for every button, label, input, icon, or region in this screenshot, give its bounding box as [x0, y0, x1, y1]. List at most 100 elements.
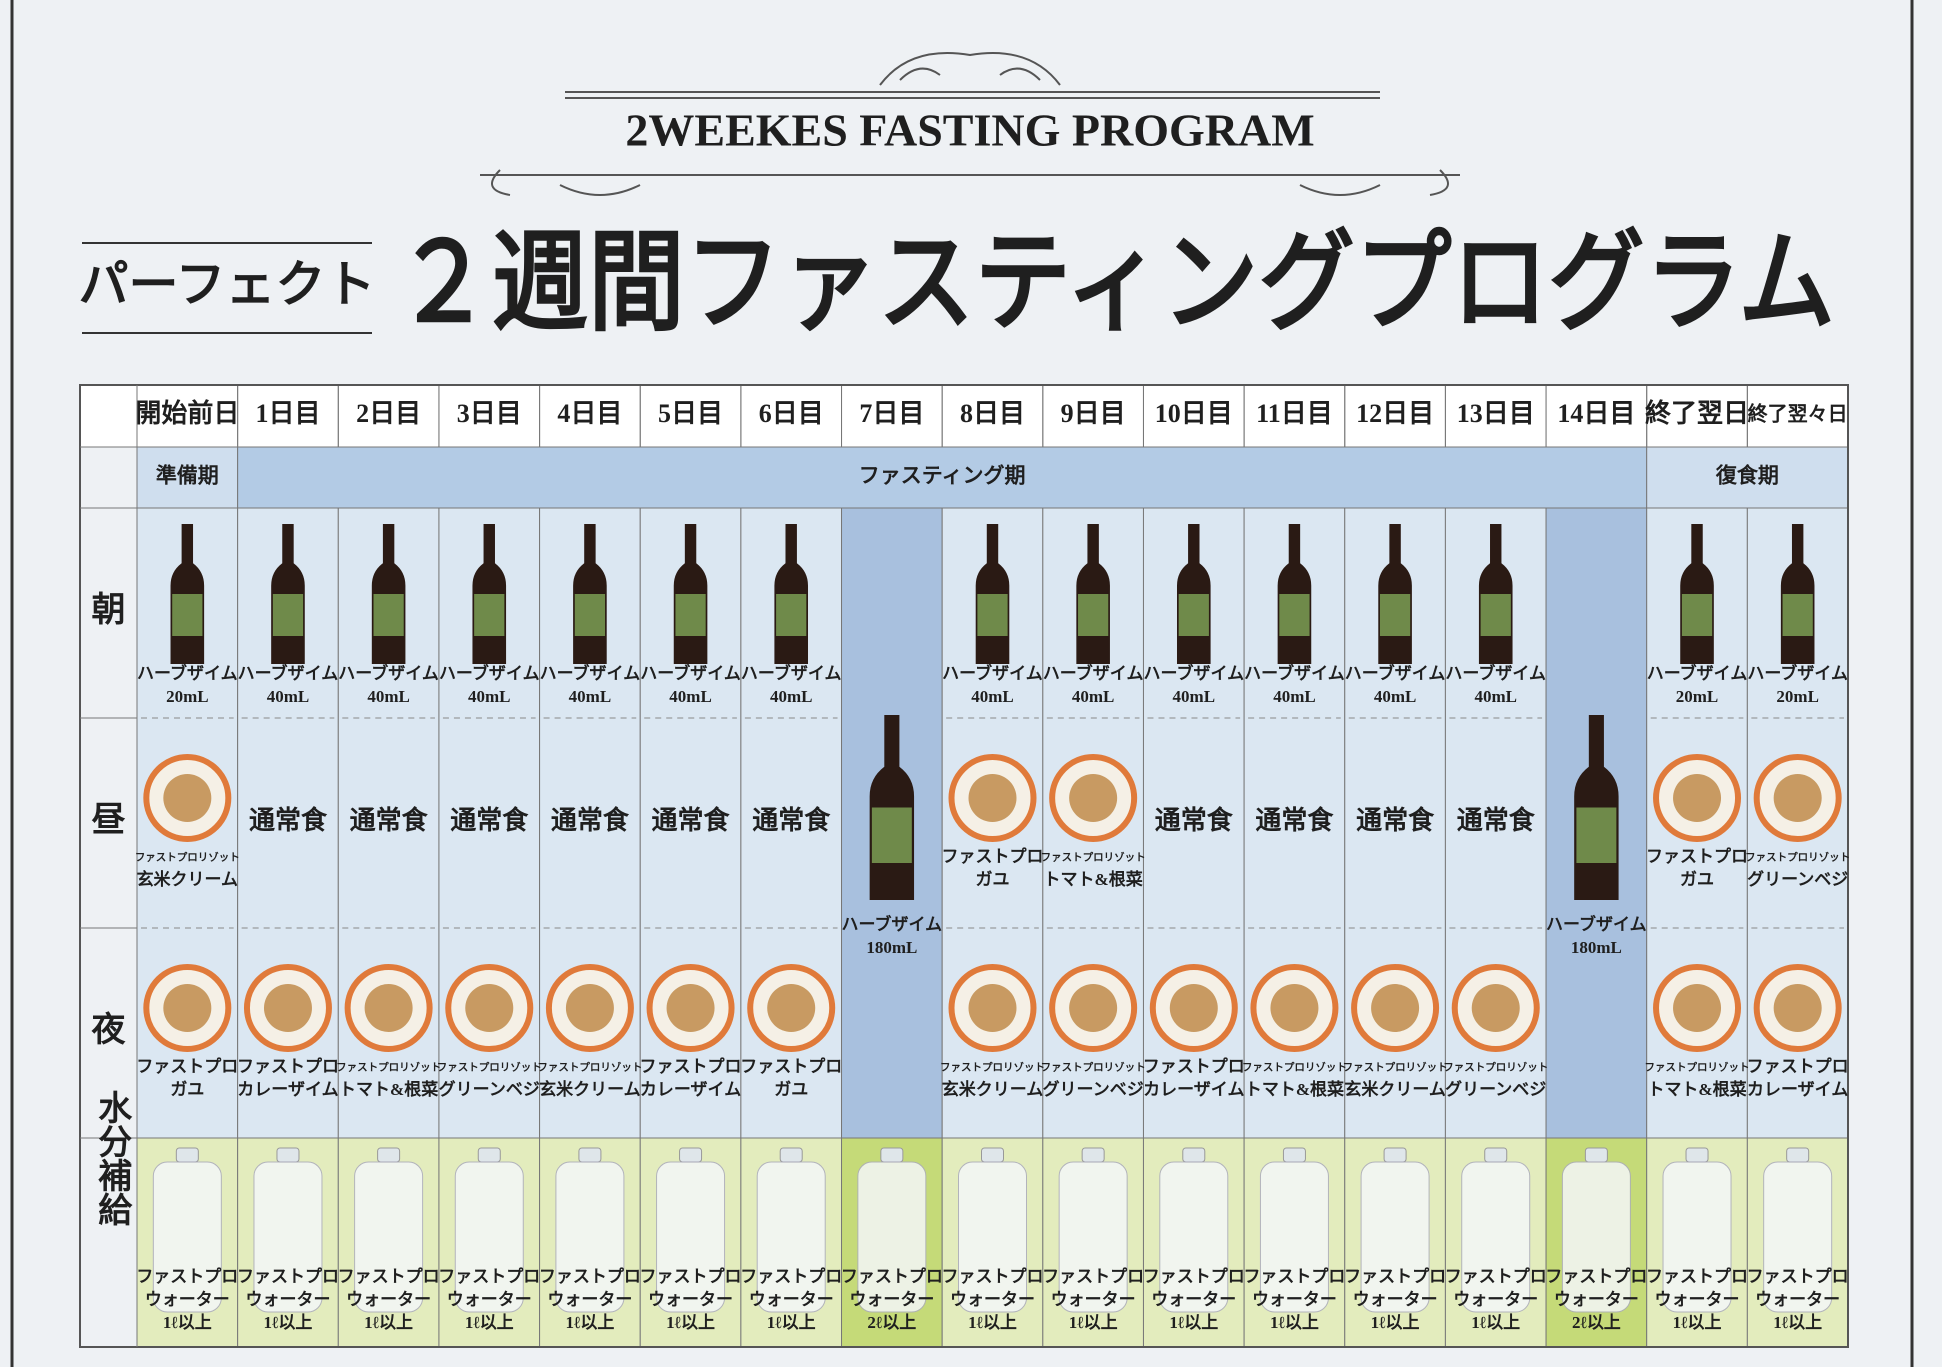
cell-text: 玄米クリーム: [1344, 1079, 1446, 1099]
cell-text: ウォーター: [145, 1290, 230, 1309]
water-bottle: [756, 1161, 826, 1313]
cell-text: ガユ: [170, 1080, 204, 1099]
food-icon: [1673, 984, 1722, 1032]
cell-text: ファストプロ: [136, 1266, 238, 1286]
bottle-icon: [271, 524, 305, 665]
cell-text: 40mL: [971, 687, 1014, 706]
cell-text: グリーンベジ: [1043, 1079, 1144, 1099]
cell-text: ハーブザイム: [942, 663, 1043, 683]
cell-text: ハーブザイム: [137, 663, 238, 683]
cell-text: ファストプロリゾット: [1343, 1060, 1448, 1073]
title: ２週間ファスティングプログラム: [395, 222, 1835, 344]
bottle-icon: [673, 524, 708, 665]
cell-text: ガユ: [976, 870, 1010, 889]
cell-text: ファストプロ: [1545, 1266, 1647, 1286]
water-bottle: [857, 1161, 927, 1313]
cell-text: トマト&根菜: [1647, 1079, 1747, 1099]
row-label: 昼: [92, 802, 126, 839]
bottle-icon: [774, 524, 809, 665]
cell-text: グリーンベジ: [1445, 1079, 1546, 1099]
cell-text: ファストプロリゾット: [1242, 1060, 1347, 1073]
subtitle: 2WEEKES FASTING PROGRAM: [625, 105, 1314, 156]
cell-text: ハーブザイム: [1546, 914, 1647, 934]
cell-text: 1ℓ以上: [264, 1313, 313, 1332]
food-icon: [1069, 984, 1118, 1032]
water-cap: [578, 1147, 602, 1163]
cell-text: ウォーター: [447, 1290, 532, 1309]
cell-text: 通常食: [450, 805, 529, 835]
bottle-icon: [1780, 524, 1815, 665]
water-bottle: [1360, 1161, 1430, 1313]
phase-label: 復食期: [1715, 463, 1779, 487]
cell-text: ハーブザイム: [238, 663, 339, 683]
cell-text: ファストプロ: [1143, 1056, 1245, 1076]
cell-text: ファストプロリゾット: [1041, 850, 1146, 863]
cell-text: 1ℓ以上: [968, 1313, 1017, 1332]
cell-text: 20mL: [1676, 687, 1719, 706]
cell-text: ファストプロ: [740, 1056, 842, 1076]
cell-text: ウォーター: [1453, 1290, 1538, 1309]
bottle-icon: [1277, 524, 1312, 665]
cell-text: ファストプロ: [338, 1266, 440, 1286]
water-cap: [981, 1147, 1004, 1163]
bottle-icon: [472, 524, 507, 665]
cell-text: ウォーター: [749, 1290, 834, 1309]
food-icon: [1773, 984, 1822, 1032]
cell-text: 通常食: [1457, 805, 1536, 835]
food-icon: [1773, 774, 1822, 822]
phase-label: 準備期: [156, 463, 219, 487]
cell-text: ファストプロ: [942, 1266, 1044, 1286]
cell-text: ファストプロリゾット: [1745, 850, 1850, 863]
cell-text: 40mL: [267, 687, 310, 706]
water-bottle: [1763, 1161, 1833, 1313]
cell-text: ファストプロ: [237, 1056, 339, 1076]
cell-text: ウォーター: [1151, 1290, 1236, 1309]
cell-text: 20mL: [166, 687, 209, 706]
cell-text: 通常食: [652, 805, 731, 835]
cell-text: ファストプロ: [1143, 1266, 1245, 1286]
water-cap: [779, 1147, 803, 1163]
label-column: [80, 447, 137, 1347]
water-cap: [477, 1147, 501, 1163]
phase-label: ファスティング期: [859, 463, 1026, 487]
bottle-icon: [1076, 524, 1110, 665]
cell-text: 通常食: [551, 805, 630, 835]
cell-text: 通常食: [249, 805, 328, 835]
bottle-icon: [869, 715, 915, 900]
table-border: [79, 384, 1849, 1348]
cell-text: 通常食: [350, 805, 429, 835]
cell-text: 1ℓ以上: [666, 1313, 715, 1332]
day-label: 3日目: [457, 399, 522, 428]
day-label: 6日目: [759, 399, 824, 428]
cell-text: 40mL: [367, 687, 410, 706]
header-row: [80, 385, 1848, 447]
cell-text: ハーブザイム: [1143, 663, 1244, 683]
cell-text: 40mL: [770, 687, 813, 706]
cell-text: ファストプロ: [1747, 1266, 1849, 1286]
cell-text: 1ℓ以上: [465, 1313, 514, 1332]
day-label: 5日目: [658, 399, 723, 428]
food-icon: [163, 774, 212, 822]
cell-text: ウォーター: [245, 1290, 330, 1309]
cell-text: 40mL: [1273, 687, 1316, 706]
bottle-icon: [1176, 524, 1211, 665]
water-bottle: [152, 1161, 222, 1313]
cell-text: ウォーター: [1252, 1290, 1337, 1309]
cell-text: 1ℓ以上: [565, 1313, 614, 1332]
cell-text: ファストプロ: [1344, 1266, 1446, 1286]
bottle-icon: [371, 524, 406, 665]
cell-text: カレーザイム: [237, 1080, 338, 1099]
food-icon: [767, 984, 816, 1032]
cell-text: 1ℓ以上: [767, 1313, 816, 1332]
cell-text: ファストプロ: [740, 1266, 842, 1286]
water-bottle: [1461, 1161, 1531, 1313]
water-bottle: [555, 1161, 625, 1313]
cell-text: 1ℓ以上: [1471, 1313, 1520, 1332]
water-bottle: [253, 1161, 323, 1313]
cell-text: ハーブザイム: [1647, 663, 1748, 683]
food-icon: [968, 984, 1017, 1032]
cell-text: ガユ: [1680, 870, 1714, 889]
cell-text: 1ℓ以上: [1371, 1313, 1420, 1332]
cell-text: ウォーター: [547, 1290, 632, 1309]
water-cap: [1182, 1147, 1206, 1163]
